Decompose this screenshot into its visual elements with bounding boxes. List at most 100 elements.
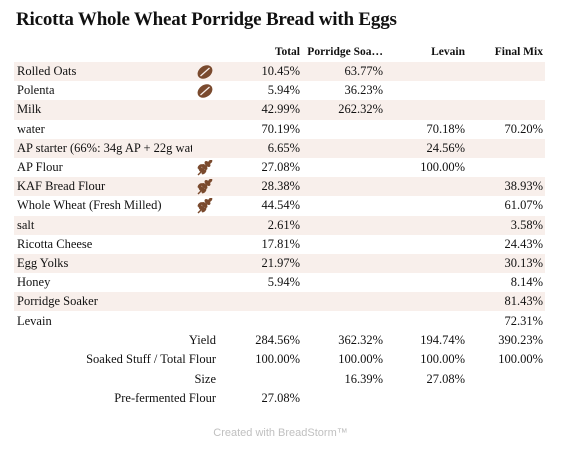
ingredient-row[interactable]: Porridge Soaker 81.43%	[14, 292, 545, 312]
ingredient-row[interactable]: Rolled Oats 10.45% 63.77%	[14, 62, 545, 82]
final-mix-cell	[467, 81, 545, 100]
porridge-soaker-cell	[302, 177, 385, 197]
levain-cell: 70.18%	[426, 121, 465, 136]
ingredient-name: salt	[14, 215, 192, 235]
porridge-soaker-cell	[302, 311, 385, 330]
total-cell: 6.65%	[224, 138, 302, 158]
porridge-soaker-cell	[302, 120, 385, 139]
recipe-title: Ricotta Whole Wheat Porridge Bread with …	[16, 9, 397, 30]
summary-row: Size 16.39% 27.08%	[14, 370, 545, 390]
levain-cell	[385, 235, 467, 254]
levain-cell	[385, 100, 467, 120]
summary-total-cell	[224, 370, 302, 390]
final-mix-cell: 81.43%	[467, 292, 545, 312]
summary-label: Pre-fermented Flour	[114, 391, 216, 406]
levain-cell	[385, 62, 467, 82]
column-header-final-mix[interactable]: Final Mix	[494, 46, 543, 58]
summary-final-mix-cell	[467, 389, 545, 409]
grain-icon	[196, 64, 224, 80]
ingredient-row[interactable]: Milk 42.99% 262.32%	[14, 100, 545, 120]
ingredient-name: Whole Wheat (Fresh Milled)	[17, 198, 162, 213]
porridge-soaker-cell	[302, 138, 385, 158]
summary-final-mix-cell: 100.00%	[498, 352, 543, 367]
footer-credit: Created with BreadStorm™	[213, 427, 348, 439]
total-cell: 2.61%	[224, 215, 302, 235]
summary-total-cell: 284.56%	[255, 332, 300, 347]
summary-row: Pre-fermented Flour 27.08%	[14, 389, 545, 409]
summary-final-mix-cell	[467, 370, 545, 390]
ingredient-name: Porridge Soaker	[14, 292, 192, 312]
levain-cell	[385, 177, 467, 197]
porridge-soaker-cell	[302, 273, 385, 292]
summary-row: Soaked Stuff / Total Flour 100.00% 100.00%…	[14, 350, 545, 370]
summary-label: Size	[194, 371, 216, 386]
ingredient-name: KAF Bread Flour	[14, 177, 192, 197]
ingredient-row[interactable]: Honey 5.94% 8.14%	[14, 273, 545, 292]
summary-levain-cell: 194.74%	[420, 332, 465, 347]
total-cell: 17.81%	[261, 236, 300, 251]
column-header-porridge-soaker[interactable]: Porridge Soa…	[307, 46, 383, 58]
formula-table: Total Porridge Soa… Levain Final Mix Rol…	[14, 42, 545, 409]
final-mix-cell	[467, 100, 545, 120]
ingredient-row[interactable]: Egg Yolks 21.97% 30.13%	[14, 253, 545, 274]
ingredient-name: Ricotta Cheese	[17, 236, 93, 251]
final-mix-cell: 24.43%	[504, 236, 543, 251]
total-cell: 70.19%	[261, 121, 300, 136]
final-mix-cell: 72.31%	[504, 313, 543, 328]
wheat-icon	[196, 197, 224, 214]
column-header-levain[interactable]: Levain	[431, 46, 465, 58]
porridge-soaker-cell: 63.77%	[302, 62, 385, 82]
levain-cell	[385, 253, 467, 274]
summary-final-mix-cell: 390.23%	[498, 332, 543, 347]
final-mix-cell	[467, 158, 545, 177]
grain-icon	[196, 83, 224, 99]
ingredient-row[interactable]: water 70.19% 70.18% 70.20%	[14, 120, 545, 139]
summary-label: Soaked Stuff / Total Flour	[86, 352, 216, 367]
summary-levain-cell: 100.00%	[420, 352, 465, 367]
levain-cell	[385, 273, 467, 292]
total-cell: 42.99%	[224, 100, 302, 120]
ingredient-row[interactable]: Ricotta Cheese 17.81% 24.43%	[14, 235, 545, 254]
summary-row: Yield 284.56% 362.32% 194.74% 390.23%	[14, 331, 545, 351]
total-cell: 28.38%	[224, 177, 302, 197]
final-mix-cell	[467, 138, 545, 158]
ingredient-row[interactable]: Polenta 5.94% 36.23%	[14, 81, 545, 100]
final-mix-cell: 70.20%	[504, 121, 543, 136]
ingredient-row[interactable]: AP Flour 27.08% 100.00%	[14, 158, 545, 177]
total-cell	[224, 311, 302, 330]
levain-cell	[385, 196, 467, 215]
total-cell: 21.97%	[224, 253, 302, 274]
ingredient-name: Egg Yolks	[14, 253, 192, 274]
porridge-soaker-cell: 262.32%	[302, 100, 385, 120]
ingredient-row[interactable]: KAF Bread Flour 28.38% 38.93%	[14, 177, 545, 197]
wheat-icon	[196, 178, 224, 195]
final-mix-cell: 38.93%	[467, 177, 545, 197]
summary-porridge-soaker-cell: 100.00%	[338, 352, 383, 367]
ingredient-row[interactable]: AP starter (66%: 34g AP + 22g water) 6.65…	[14, 138, 545, 158]
levain-cell	[385, 311, 467, 330]
porridge-soaker-cell	[302, 253, 385, 274]
final-mix-cell	[467, 62, 545, 82]
levain-cell: 100.00%	[420, 160, 465, 175]
ingredient-name: Polenta	[17, 83, 55, 98]
summary-levain-cell: 27.08%	[426, 371, 465, 386]
column-header-total[interactable]: Total	[274, 46, 300, 58]
ingredient-row[interactable]: Levain 72.31%	[14, 311, 545, 330]
porridge-soaker-cell: 36.23%	[344, 83, 383, 98]
summary-label: Yield	[188, 332, 216, 347]
levain-cell	[385, 292, 467, 312]
ingredient-row[interactable]: Whole Wheat (Fresh Milled) 44.54% 61.07%	[14, 196, 545, 215]
summary-levain-cell	[385, 389, 467, 409]
total-cell: 5.94%	[267, 83, 300, 98]
ingredient-name: Milk	[14, 100, 192, 120]
summary-porridge-soaker-cell: 16.39%	[344, 371, 383, 386]
summary-total-cell: 27.08%	[261, 391, 300, 406]
porridge-soaker-cell	[302, 235, 385, 254]
total-cell	[224, 292, 302, 312]
porridge-soaker-cell	[302, 196, 385, 215]
levain-cell: 24.56%	[385, 138, 467, 158]
final-mix-cell: 8.14%	[510, 275, 543, 290]
ingredient-name: Levain	[17, 313, 52, 328]
ingredient-row[interactable]: salt 2.61% 3.58%	[14, 215, 545, 235]
porridge-soaker-cell	[302, 292, 385, 312]
